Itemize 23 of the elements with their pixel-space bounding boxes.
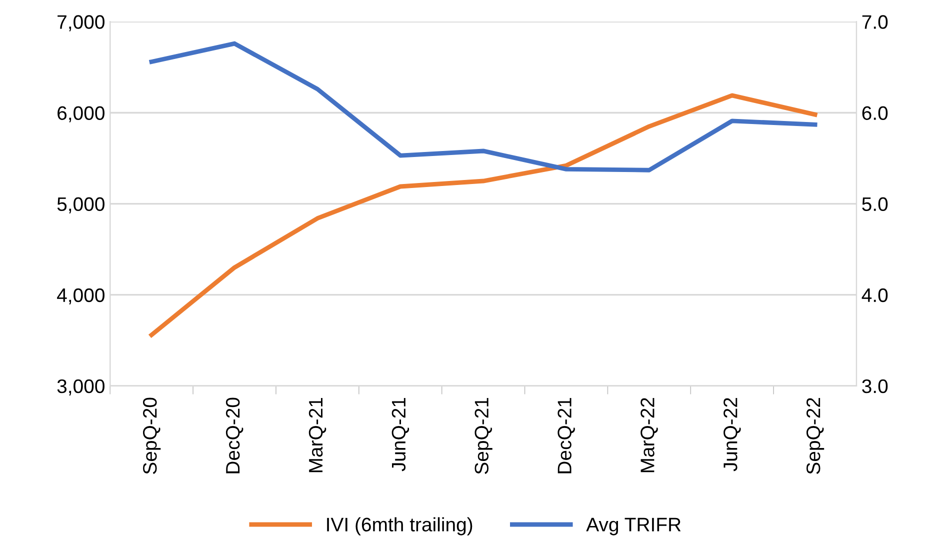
y2-tick-label: 4.0: [862, 288, 888, 302]
y2-tick-label: 5.0: [862, 197, 888, 212]
legend-label: Avg TRIFR: [586, 518, 681, 536]
x-tick-label: JunQ-21: [392, 398, 410, 472]
legend-label: IVI (6mth trailing): [327, 517, 472, 536]
y2-tick-label: 7.0: [862, 15, 888, 29]
y-tick-label: 5,000: [57, 197, 104, 214]
x-tick-label: SepQ-21: [474, 398, 492, 474]
line-series: [149, 41, 818, 172]
x-tick-label: MarQ-22: [640, 398, 658, 472]
x-tick-label: DecQ-20: [226, 398, 244, 474]
y-tick-label: 4,000: [57, 288, 104, 304]
y-tick-label: 6,000: [58, 106, 104, 122]
y2-tick-label: 6.0: [862, 106, 888, 120]
line-series: [149, 93, 818, 338]
x-tick-label: SepQ-22: [806, 398, 824, 474]
y-tick-label: 3,000: [57, 379, 104, 396]
y2-tick-label: 3.0: [862, 379, 888, 394]
x-tick-label: DecQ-21: [558, 398, 575, 474]
x-tick-label: SepQ-20: [143, 398, 161, 474]
x-tick-label: MarQ-21: [308, 398, 326, 472]
y-tick-label: 7,000: [58, 15, 104, 32]
x-tick-label: JunQ-22: [724, 398, 741, 472]
